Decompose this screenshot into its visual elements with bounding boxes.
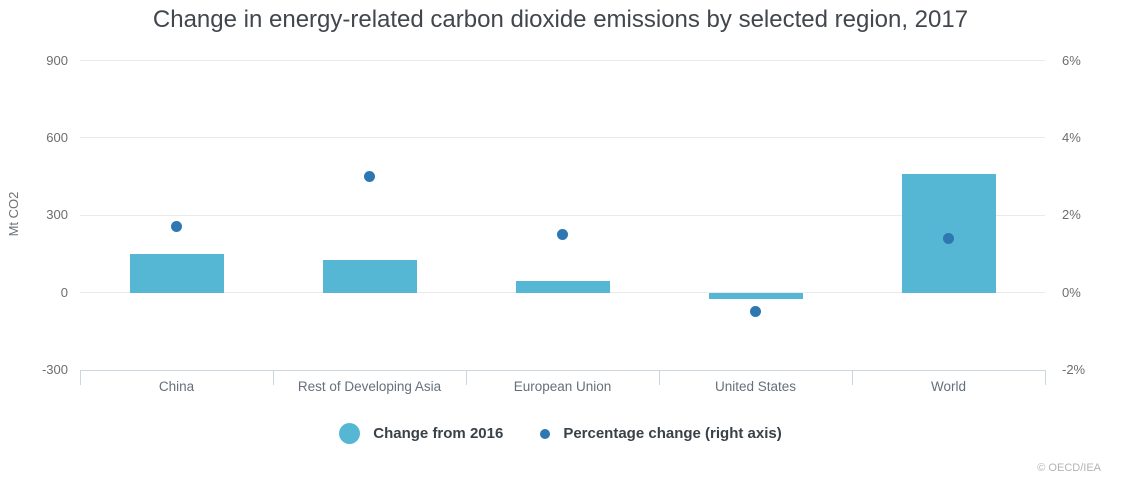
bar-series-swatch-icon (339, 423, 361, 444)
legend-label-bar-series: Change from 2016 (373, 425, 504, 442)
category-label-european-union: European Union (513, 379, 612, 394)
right-axis-tick-4: 4% (1062, 129, 1081, 145)
gridline-0 (80, 292, 1045, 294)
dot-world[interactable] (943, 232, 954, 244)
left-axis-tick-0: 0 (60, 284, 68, 300)
left-axis-tick-900: 900 (46, 52, 68, 68)
category-label-rest-of-developing-asia: Rest of Developing Asia (297, 379, 442, 394)
right-axis-tick-0: 0% (1062, 284, 1081, 300)
x-axis-separator (79, 370, 81, 385)
category-label-united-states: United States (714, 379, 797, 394)
legend: Change from 2016 Percentage change (righ… (0, 420, 1121, 447)
dot-united-states[interactable] (750, 306, 761, 318)
legend-item-percentage-change[interactable]: Percentage change (right axis) (540, 425, 782, 442)
gridline--300 (80, 369, 1045, 371)
bar-united-states[interactable] (708, 292, 803, 300)
x-axis-separator (1044, 370, 1046, 385)
left-axis-tick--300: -300 (41, 362, 68, 377)
bar-rest-of-developing-asia[interactable] (322, 260, 417, 293)
gridline-600 (80, 137, 1045, 139)
x-axis-separator (272, 370, 274, 385)
copyright-credit: © OECD/IEA (1037, 462, 1101, 474)
left-axis-tick-600: 600 (46, 129, 68, 145)
category-label-china: China (158, 379, 195, 394)
bar-china[interactable] (129, 253, 224, 293)
x-axis-separator (658, 370, 660, 385)
x-axis-separator (851, 370, 853, 385)
legend-label-dot-series: Percentage change (right axis) (563, 425, 782, 442)
x-axis-separator (465, 370, 467, 385)
bar-european-union[interactable] (515, 280, 610, 293)
gridline-900 (80, 60, 1045, 61)
gridline-300 (80, 214, 1045, 216)
left-axis-title: Mt CO2 (6, 191, 21, 237)
right-axis-tick-6: 6% (1062, 52, 1081, 68)
dot-rest-of-developing-asia[interactable] (364, 171, 375, 183)
category-label-world: World (930, 379, 966, 394)
right-axis-tick-2: -2% (1062, 362, 1086, 377)
dot-european-union[interactable] (557, 229, 568, 241)
right-axis-tick-2: 2% (1062, 207, 1081, 223)
chart-title: Change in energy-related carbon dioxide … (152, 6, 969, 33)
dot-china[interactable] (171, 221, 182, 233)
dot-series-swatch-icon (540, 428, 551, 439)
legend-item-change-from-2016[interactable]: Change from 2016 (339, 423, 503, 444)
left-axis-tick-300: 300 (46, 207, 68, 223)
